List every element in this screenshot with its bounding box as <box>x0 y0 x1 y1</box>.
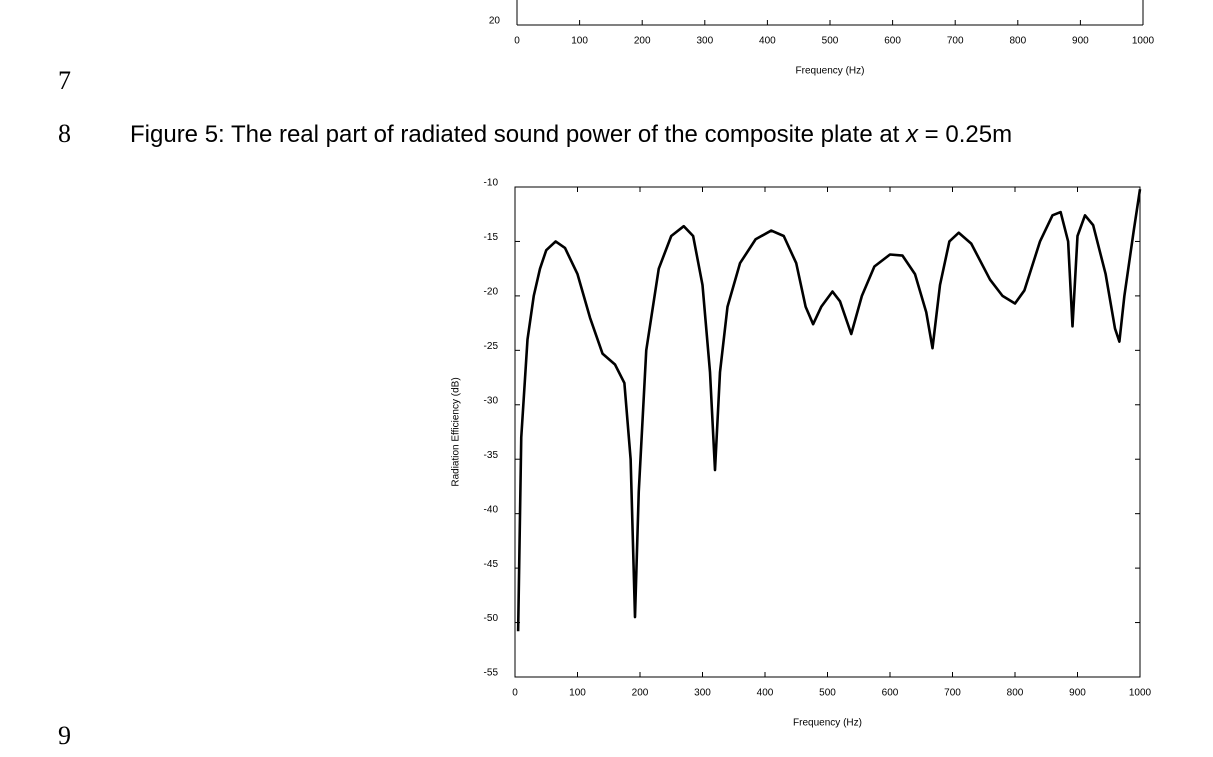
x-tick-label: 0 <box>512 688 518 699</box>
x-tick-label: 500 <box>822 36 839 47</box>
y-tick-label: -35 <box>484 450 499 461</box>
caption-variable: x <box>905 121 919 148</box>
caption-text: Figure 5: The real part of radiated soun… <box>130 121 906 148</box>
y-tick-label: -15 <box>484 232 499 243</box>
x-tick-label: 900 <box>1069 688 1086 699</box>
x-tick-label: 1000 <box>1129 688 1152 699</box>
y-tick-label: -20 <box>484 287 499 298</box>
x-tick-label: 200 <box>634 36 651 47</box>
y-axis-label: Radiation Efficiency (dB) <box>451 377 462 486</box>
y-tick-label: 20 <box>489 16 501 27</box>
x-tick-label: 100 <box>571 36 588 47</box>
x-tick-label: 900 <box>1072 36 1089 47</box>
x-tick-label: 300 <box>694 688 711 699</box>
y-tick-label: -25 <box>484 341 499 352</box>
x-tick-label: 400 <box>757 688 774 699</box>
x-tick-label: 400 <box>759 36 776 47</box>
caption: Figure 5: The real part of radiated soun… <box>130 121 1012 148</box>
y-tick-label: -50 <box>484 613 499 624</box>
x-tick-label: 600 <box>884 36 901 47</box>
x-tick-label: 300 <box>696 36 713 47</box>
x-tick-label: 700 <box>944 688 961 699</box>
data-line <box>516 188 1142 632</box>
x-axis-label: Frequency (Hz) <box>796 66 865 77</box>
line-number: 9 <box>58 721 71 750</box>
x-tick-label: 800 <box>1009 36 1026 47</box>
x-tick-label: 1000 <box>1132 36 1155 47</box>
line-number: 8 <box>58 119 71 148</box>
x-tick-label: 100 <box>569 688 586 699</box>
x-tick-label: 800 <box>1007 688 1024 699</box>
x-tick-label: 700 <box>947 36 964 47</box>
y-tick-label: -55 <box>484 668 499 679</box>
x-tick-label: 0 <box>514 36 520 47</box>
y-tick-label: -40 <box>484 504 499 515</box>
line-number: 7 <box>58 66 71 95</box>
caption-rest: = 0.25m <box>918 121 1012 148</box>
x-tick-label: 500 <box>819 688 836 699</box>
plot-frame <box>514 186 1141 678</box>
y-tick-label: -45 <box>484 559 499 570</box>
y-tick-label: -30 <box>484 395 499 406</box>
x-axis-label: Frequency (Hz) <box>793 718 862 729</box>
x-tick-label: 200 <box>632 688 649 699</box>
x-tick-label: 600 <box>882 688 899 699</box>
y-tick-label: -10 <box>484 178 499 189</box>
